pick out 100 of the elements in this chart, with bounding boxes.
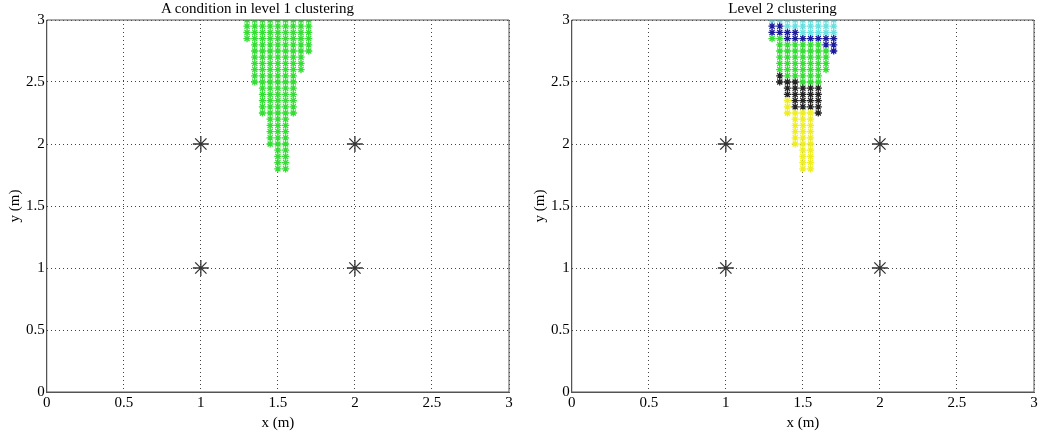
point: [798, 108, 808, 118]
point: [783, 83, 792, 93]
point: [829, 46, 838, 56]
y-tick-label: 3: [37, 10, 45, 27]
point: [790, 46, 800, 56]
point: [798, 65, 808, 74]
point: [767, 34, 777, 43]
point: [783, 46, 792, 56]
point: [821, 52, 831, 62]
point: [790, 133, 800, 143]
point: [798, 90, 808, 99]
point: [806, 152, 815, 161]
x-tick-label: 2: [876, 393, 884, 410]
point: [798, 34, 808, 43]
point: [806, 108, 815, 118]
x-tick-label: 1: [722, 393, 730, 410]
point: [783, 34, 792, 43]
point: [806, 114, 815, 124]
y-tick-label: 1.5: [551, 196, 570, 213]
point: [775, 71, 785, 81]
point: [783, 71, 792, 81]
point: [798, 77, 808, 87]
point: [798, 121, 808, 130]
point: [783, 65, 792, 74]
point: [798, 46, 808, 56]
point: [798, 71, 808, 81]
point: [806, 96, 815, 105]
point: [783, 77, 792, 87]
point: [814, 108, 823, 118]
point: [798, 158, 808, 167]
point: [790, 28, 800, 37]
point: [806, 28, 815, 37]
y-tick-label: 1: [37, 258, 45, 275]
y-tick-label: 3: [562, 10, 570, 27]
point: [775, 28, 785, 37]
point: [790, 52, 800, 62]
x-tick-label: 1.5: [793, 393, 813, 410]
point: [806, 65, 815, 74]
chart-title: A condition in level 1 clustering: [161, 0, 355, 16]
x-tick-label: 3: [1030, 393, 1038, 410]
point: [806, 34, 815, 43]
chart-title: Level 2 clustering: [728, 0, 838, 16]
point: [806, 90, 815, 99]
point: [783, 90, 792, 99]
point: [775, 40, 785, 50]
point: [806, 21, 815, 31]
point: [806, 71, 815, 81]
y-axis-title: y (m): [5, 189, 23, 223]
point: [790, 21, 800, 31]
point: [829, 28, 838, 37]
point: [814, 90, 823, 99]
point: [790, 139, 800, 149]
point: [790, 34, 800, 43]
point: [814, 65, 823, 74]
point: [783, 102, 792, 112]
x-tick-label: 2.5: [422, 393, 442, 410]
y-tick-label: 2: [562, 134, 570, 151]
y-tick-label: 0.5: [551, 320, 570, 337]
x-axis-title: x (m): [261, 413, 295, 431]
point: [829, 34, 838, 43]
point: [783, 108, 792, 118]
point: [798, 127, 808, 136]
point: [790, 121, 800, 130]
point: [814, 59, 823, 68]
point: [806, 158, 815, 167]
x-tick-label: 3: [505, 393, 513, 410]
x-tick-label: 0.5: [114, 393, 134, 410]
point: [783, 59, 792, 68]
point: [767, 21, 777, 31]
point: [775, 59, 785, 68]
point: [790, 83, 800, 93]
point: [806, 164, 815, 174]
x-tick-label: 0.5: [639, 393, 659, 410]
point: [821, 46, 831, 56]
point: [806, 139, 815, 149]
point: [814, 96, 823, 105]
point: [821, 59, 831, 68]
point: [798, 52, 808, 62]
point: [783, 28, 792, 37]
point: [871, 135, 889, 153]
point: [775, 52, 785, 62]
point: [798, 114, 808, 124]
point: [814, 102, 823, 112]
point: [798, 145, 808, 155]
point: [790, 71, 800, 81]
point: [806, 102, 815, 112]
point: [821, 40, 831, 50]
point: [821, 65, 831, 74]
point: [829, 40, 838, 50]
x-tick-label: 1: [197, 393, 205, 410]
point: [798, 139, 808, 149]
point: [798, 83, 808, 93]
point: [798, 40, 808, 50]
point: [814, 83, 823, 93]
point: [775, 21, 785, 31]
point: [717, 259, 735, 277]
point: [806, 52, 815, 62]
point: [775, 46, 785, 56]
y-tick-label: 2.5: [26, 72, 45, 89]
point: [798, 21, 808, 31]
